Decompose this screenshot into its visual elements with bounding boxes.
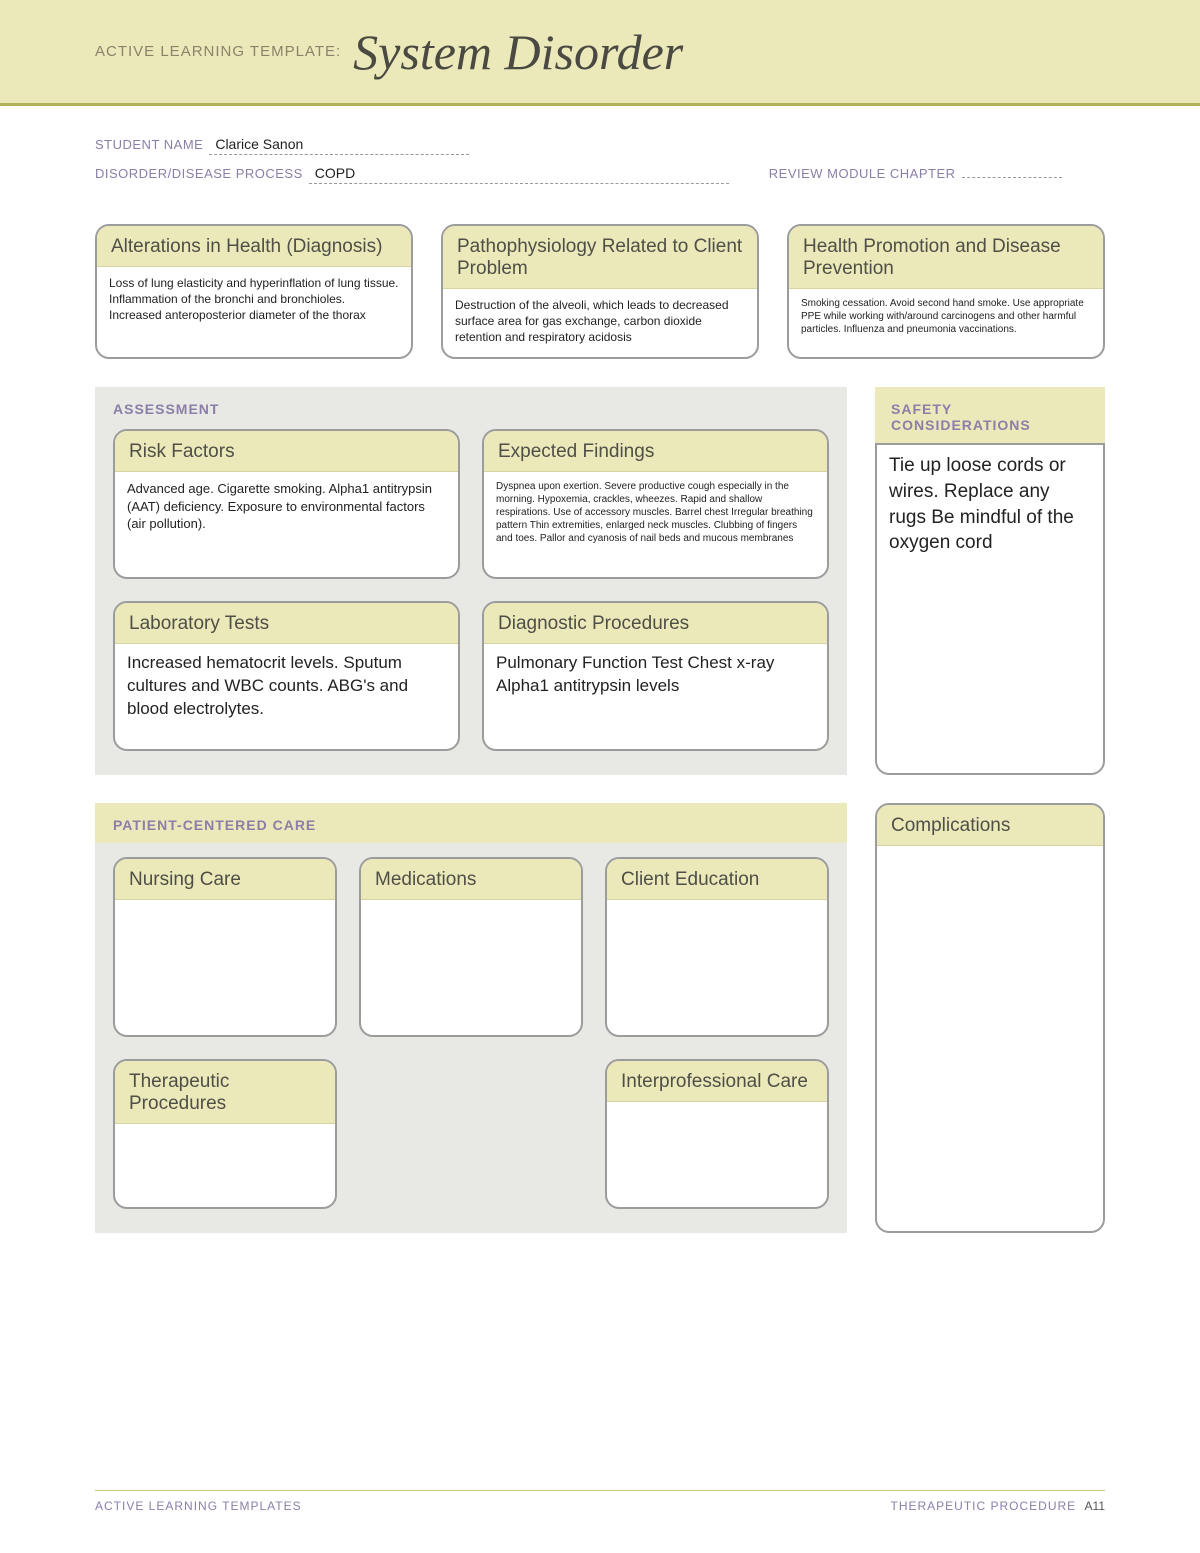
review-label: REVIEW MODULE CHAPTER [769,166,956,181]
assessment-section: ASSESSMENT Risk Factors Advanced age. Ci… [95,387,847,775]
banner-title: System Disorder [353,23,683,81]
expected-findings-title: Expected Findings [484,431,827,472]
client-education-card: Client Education [605,857,829,1037]
nursing-care-card: Nursing Care [113,857,337,1037]
nursing-care-title: Nursing Care [115,859,335,900]
student-row: STUDENT NAME Clarice Sanon [95,136,1105,155]
safety-column: SAFETY CONSIDERATIONS Tie up loose cords… [875,387,1105,775]
footer-right-label: THERAPEUTIC PROCEDURE [891,1499,1077,1513]
client-education-body [607,900,827,1035]
pathophysiology-title: Pathophysiology Related to Client Proble… [443,226,757,289]
medications-card: Medications [359,857,583,1037]
safety-body: Tie up loose cords or wires. Replace any… [877,445,1103,773]
banner: ACTIVE LEARNING TEMPLATE: System Disorde… [0,0,1200,106]
risk-factors-body: Advanced age. Cigarette smoking. Alpha1 … [115,472,458,577]
therapeutic-procedures-card: Therapeutic Procedures [113,1059,337,1209]
pcc-section: PATIENT-CENTERED CARE Nursing Care Medic… [95,803,847,1233]
safety-card: Tie up loose cords or wires. Replace any… [875,443,1105,775]
medications-body [361,900,581,1035]
pcc-title: PATIENT-CENTERED CARE [113,817,829,833]
diagnostic-procedures-body: Pulmonary Function Test Chest x-ray Alph… [484,644,827,749]
nursing-care-body [115,900,335,1035]
assessment-safety-row: ASSESSMENT Risk Factors Advanced age. Ci… [95,387,1105,775]
alterations-card: Alterations in Health (Diagnosis) Loss o… [95,224,413,359]
footer-right: THERAPEUTIC PROCEDURE A11 [891,1499,1106,1513]
disease-value: COPD [309,165,729,184]
footer-page: A11 [1085,1499,1105,1513]
alterations-body: Loss of lung elasticity and hyperinflati… [97,267,411,357]
pathophysiology-body: Destruction of the alveoli, which leads … [443,289,757,358]
banner-prefix: ACTIVE LEARNING TEMPLATE: [95,43,341,60]
student-value: Clarice Sanon [209,136,469,155]
disease-label: DISORDER/DISEASE PROCESS [95,166,303,181]
lab-tests-title: Laboratory Tests [115,603,458,644]
review-value [962,175,1062,178]
risk-factors-title: Risk Factors [115,431,458,472]
content: STUDENT NAME Clarice Sanon DISORDER/DISE… [0,106,1200,1233]
page: ACTIVE LEARNING TEMPLATE: System Disorde… [0,0,1200,1553]
assessment-title: ASSESSMENT [113,401,829,417]
medications-title: Medications [361,859,581,900]
pcc-complications-row: PATIENT-CENTERED CARE Nursing Care Medic… [95,803,1105,1233]
pathophysiology-card: Pathophysiology Related to Client Proble… [441,224,759,359]
complications-body [877,846,1103,1231]
complications-card: Complications [875,803,1105,1233]
lab-tests-card: Laboratory Tests Increased hematocrit le… [113,601,460,751]
footer-left: ACTIVE LEARNING TEMPLATES [95,1499,302,1513]
footer: ACTIVE LEARNING TEMPLATES THERAPEUTIC PR… [95,1490,1105,1513]
diagnostic-procedures-card: Diagnostic Procedures Pulmonary Function… [482,601,829,751]
health-promotion-card: Health Promotion and Disease Prevention … [787,224,1105,359]
therapeutic-procedures-body [115,1124,335,1207]
alterations-title: Alterations in Health (Diagnosis) [97,226,411,267]
top-cards: Alterations in Health (Diagnosis) Loss o… [95,224,1105,359]
safety-header: SAFETY CONSIDERATIONS [875,387,1105,443]
expected-findings-card: Expected Findings Dyspnea upon exertion.… [482,429,829,579]
safety-title: SAFETY CONSIDERATIONS [891,401,1089,433]
interprofessional-care-card: Interprofessional Care [605,1059,829,1209]
health-promotion-body: Smoking cessation. Avoid second hand smo… [789,289,1103,358]
pcc-title-bar: PATIENT-CENTERED CARE [95,803,847,843]
interprofessional-care-body [607,1102,827,1207]
student-label: STUDENT NAME [95,137,203,152]
diagnostic-procedures-title: Diagnostic Procedures [484,603,827,644]
complications-column: Complications [875,803,1105,1233]
therapeutic-procedures-title: Therapeutic Procedures [115,1061,335,1124]
client-education-title: Client Education [607,859,827,900]
interprofessional-care-title: Interprofessional Care [607,1061,827,1102]
disease-row: DISORDER/DISEASE PROCESS COPD REVIEW MOD… [95,165,1105,184]
lab-tests-body: Increased hematocrit levels. Sputum cult… [115,644,458,749]
complications-title: Complications [877,805,1103,846]
expected-findings-body: Dyspnea upon exertion. Severe productive… [484,472,827,577]
health-promotion-title: Health Promotion and Disease Prevention [789,226,1103,289]
risk-factors-card: Risk Factors Advanced age. Cigarette smo… [113,429,460,579]
